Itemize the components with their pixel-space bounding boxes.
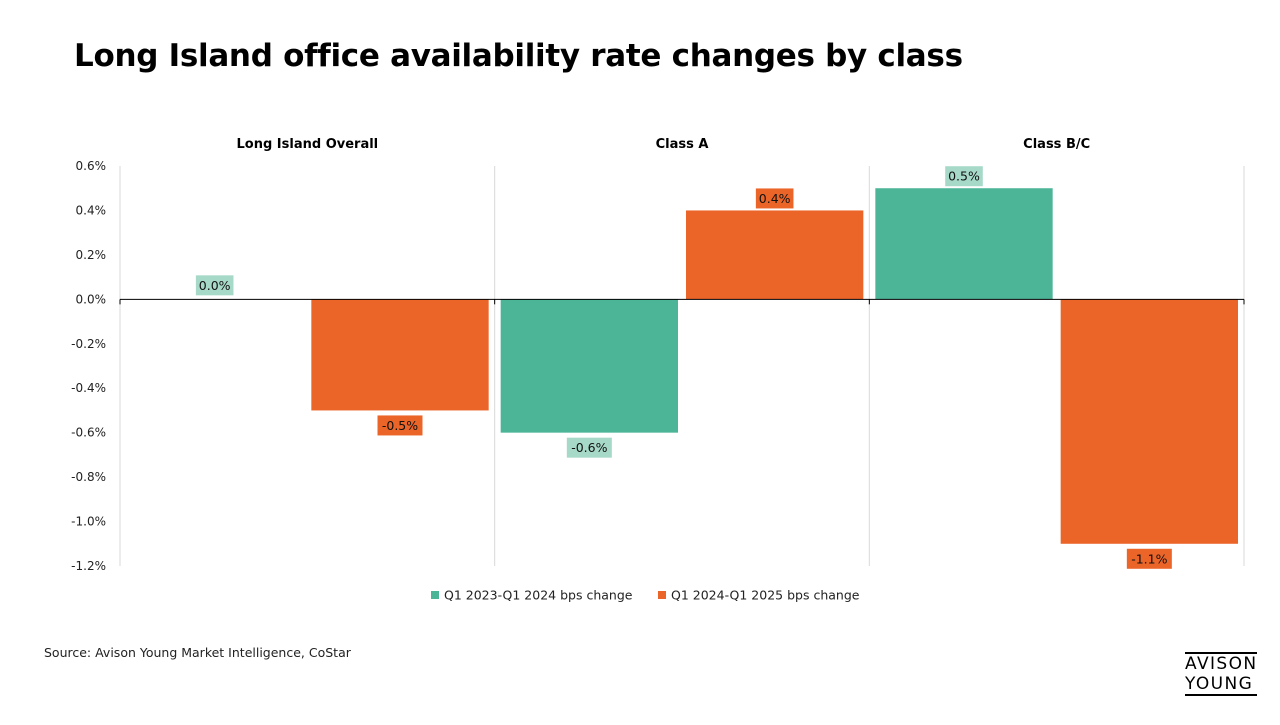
bar-series1: [875, 188, 1053, 300]
y-tick-label: 0.4%: [76, 203, 107, 217]
data-label-box: [377, 415, 423, 436]
y-tick-label: 0.6%: [76, 159, 107, 173]
data-label-box: [945, 166, 983, 187]
bar-series2: [1060, 299, 1238, 544]
logo-bottom-rule: [1185, 694, 1257, 696]
y-tick-label: -0.4%: [71, 381, 106, 395]
data-label: 0.5%: [948, 169, 980, 184]
data-label: -1.1%: [1131, 551, 1167, 566]
source-note: Source: Avison Young Market Intelligence…: [44, 645, 351, 660]
logo-top-rule: [1185, 652, 1257, 654]
data-label-box: [755, 188, 794, 209]
data-label-box: [1126, 548, 1172, 569]
y-tick-label: -0.2%: [71, 337, 106, 351]
legend-swatch: [658, 591, 666, 599]
panel-title: Long Island Overall: [237, 137, 379, 152]
y-tick-label: -0.6%: [71, 426, 106, 440]
legend-swatch: [431, 591, 439, 599]
data-label: 0.4%: [759, 191, 791, 206]
data-label: 0.0%: [199, 278, 231, 293]
legend-label: Q1 2023-Q1 2024 bps change: [444, 588, 633, 603]
panel-title: Class B/C: [1023, 137, 1090, 152]
bar-series1: [500, 299, 678, 433]
data-label-box: [195, 275, 234, 296]
bar-series2: [686, 210, 864, 300]
panel-title: Class A: [656, 137, 709, 152]
logo-word-1: AVISON: [1185, 654, 1258, 674]
logo-word-2: YOUNG: [1185, 674, 1254, 694]
avison-young-logo: AVISON YOUNG: [1185, 652, 1257, 696]
legend-label: Q1 2024-Q1 2025 bps change: [671, 588, 860, 603]
data-label: -0.6%: [571, 440, 607, 455]
chart-area: 0.6% 0.4% 0.2% 0.0% -0.2% -0.4% -0.6% -0.8% -1.0…: [71, 137, 1245, 603]
y-tick-label: -0.8%: [71, 470, 106, 484]
bar-series2: [311, 299, 489, 411]
data-label: -0.5%: [382, 418, 418, 433]
y-tick-label: -1.0%: [71, 515, 106, 529]
y-tick-label: 0.0%: [76, 292, 107, 306]
y-tick-label: -1.2%: [71, 559, 106, 573]
y-tick-label: 0.2%: [76, 248, 107, 262]
data-label-box: [566, 437, 612, 458]
chart-title: Long Island office availability rate cha…: [74, 38, 963, 74]
